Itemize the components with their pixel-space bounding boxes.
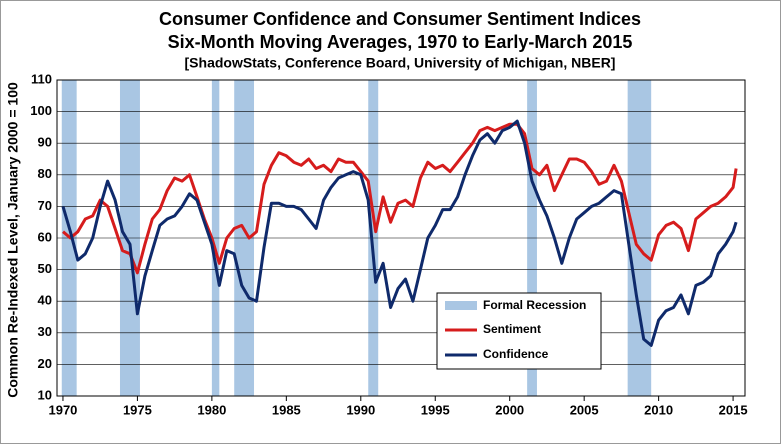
x-tick-label: 2005 <box>570 402 599 417</box>
y-tick-label: 110 <box>31 71 52 86</box>
legend-swatch <box>445 301 477 310</box>
series-line <box>62 122 738 275</box>
x-tick-label: 2015 <box>719 402 748 417</box>
y-tick-label: 30 <box>38 324 52 339</box>
y-tick-label: 70 <box>38 198 52 213</box>
x-tick-label: 2000 <box>495 402 524 417</box>
y-tick-label: 10 <box>38 387 52 402</box>
legend-label: Sentiment <box>483 322 541 336</box>
y-tick-label: 60 <box>38 229 52 244</box>
y-tick-label: 90 <box>38 135 52 150</box>
x-tick-label: 1975 <box>123 402 152 417</box>
y-tick-label: 80 <box>38 166 52 181</box>
plot-border <box>56 79 746 397</box>
x-tick-label: 1970 <box>48 402 77 417</box>
y-tick-label: 100 <box>30 103 52 118</box>
x-tick-label: 1990 <box>346 402 375 417</box>
chart-source: [ShadowStats, Conference Board, Universi… <box>185 55 616 71</box>
chart-subtitle: Six-Month Moving Averages, 1970 to Early… <box>168 32 633 52</box>
y-tick-label: 50 <box>38 261 52 276</box>
x-tick-label: 1995 <box>421 402 450 417</box>
x-tick-label: 2010 <box>644 402 673 417</box>
chart-title: Consumer Confidence and Consumer Sentime… <box>159 9 641 29</box>
x-tick-label: 1985 <box>272 402 301 417</box>
y-tick-label: 20 <box>38 356 52 371</box>
x-tick-label: 1980 <box>197 402 226 417</box>
y-tick-label: 40 <box>38 293 52 308</box>
series-line <box>61 119 738 347</box>
legend-label: Formal Recession <box>483 298 586 312</box>
y-axis-label: Common Re-Indexed Level, January 2000 = … <box>5 82 21 398</box>
legend-label: Confidence <box>483 347 549 361</box>
